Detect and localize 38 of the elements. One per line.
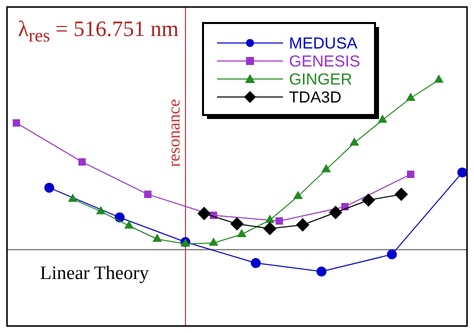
text: λ$_{res}$ = 516.751 nm (18, 16, 179, 46)
point (12, 119, 20, 127)
point (457, 167, 468, 178)
point (350, 138, 359, 146)
point (394, 188, 408, 201)
point (209, 238, 218, 246)
point (144, 190, 152, 198)
point (296, 218, 310, 232)
point (230, 217, 244, 230)
point (78, 158, 86, 166)
point (96, 206, 106, 214)
point (114, 212, 125, 222)
point (68, 194, 78, 202)
point (152, 234, 162, 242)
point (329, 206, 342, 219)
point (316, 266, 326, 277)
point (276, 217, 283, 225)
point (294, 191, 302, 199)
point (237, 229, 246, 238)
point (406, 170, 414, 178)
point (265, 215, 274, 223)
point (124, 220, 134, 229)
legend-label: GENESIS (289, 53, 360, 70)
point (434, 74, 444, 83)
point (322, 164, 331, 172)
legend-label: TDA3D (289, 89, 342, 106)
point (263, 222, 276, 236)
legend-label: MEDUSA (289, 35, 358, 52)
point (362, 194, 375, 207)
annotation: resonance (164, 99, 184, 167)
point (198, 207, 211, 220)
point (406, 93, 416, 101)
point (386, 249, 397, 260)
annotation: Linear Theory (40, 263, 149, 285)
legend-label: GINGER (289, 71, 352, 88)
point (250, 258, 261, 268)
point (378, 115, 387, 123)
point (44, 182, 54, 193)
